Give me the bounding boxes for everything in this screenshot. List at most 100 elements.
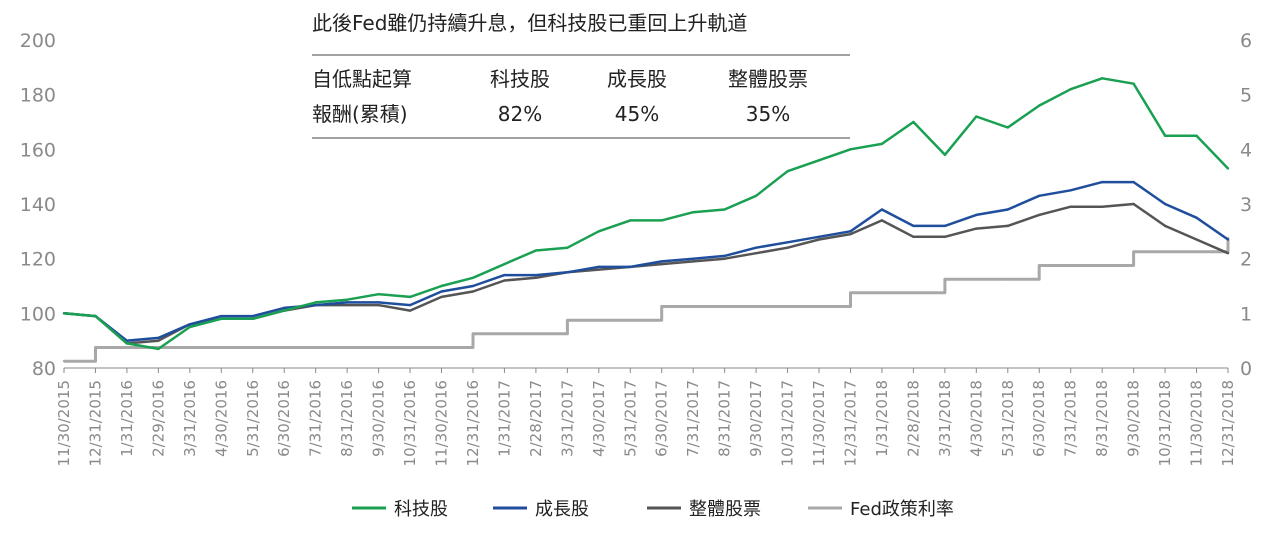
series-point-3	[660, 305, 663, 308]
series-point-3	[786, 305, 789, 308]
y-tick-label: 200	[20, 30, 56, 52]
x-axis: 11/30/2015 12/31/2015 1/31/2016 2/29/2016 3/…	[55, 367, 1237, 466]
x-tick-label: 8/31/2017	[716, 380, 734, 457]
series-point-0	[629, 219, 632, 222]
series-point-0	[1226, 167, 1230, 170]
x-tick-label: 1/31/2017	[495, 380, 513, 457]
x-tick-label: 8/31/2018	[1093, 380, 1111, 457]
x-tick-label: 11/30/2018	[1188, 380, 1206, 466]
series-point-1	[975, 213, 978, 217]
series-point-1	[157, 336, 160, 340]
series-point-2	[1195, 238, 1198, 241]
series-point-0	[188, 325, 192, 329]
y2-tick-label: 2	[1240, 249, 1252, 271]
x-tick-label: 10/31/2018	[1156, 380, 1174, 466]
series-point-1	[440, 290, 443, 293]
series-point-3	[377, 346, 380, 349]
y2-tick-label: 6	[1240, 30, 1252, 52]
series-point-3	[1132, 250, 1135, 254]
series-point-2	[1100, 205, 1104, 208]
series-point-1	[1132, 180, 1135, 184]
series-point-3	[754, 305, 758, 308]
x-tick-label: 2/28/2018	[904, 380, 922, 457]
x-tick-label: 8/31/2016	[338, 380, 356, 457]
annotation-value-growth: 45%	[615, 102, 659, 126]
series-point-3	[1006, 277, 1009, 281]
x-tick-label: 5/31/2018	[999, 380, 1017, 457]
x-tick-label: 7/31/2016	[307, 380, 325, 457]
series-point-0	[377, 293, 380, 296]
series-point-3	[283, 346, 286, 349]
series-point-3	[817, 305, 821, 308]
y-tick-label: 160	[20, 139, 56, 161]
series-point-3	[1038, 264, 1041, 267]
series-point-0	[62, 312, 66, 315]
series-point-1	[188, 323, 192, 326]
series-point-1	[1163, 202, 1167, 206]
series-point-2	[975, 227, 978, 230]
series-point-3	[723, 305, 726, 308]
series-point-0	[157, 347, 160, 351]
series-point-2	[157, 339, 160, 342]
right-y-axis: 0 1 2 3 4 5 6	[1240, 30, 1252, 380]
series-point-0	[220, 317, 223, 320]
x-tick-label: 10/31/2017	[779, 380, 797, 466]
y-tick-label: 180	[20, 85, 56, 107]
series-point-3	[975, 277, 978, 281]
series-point-0	[660, 219, 663, 222]
series-point-2	[345, 303, 349, 307]
annotation-value-overall: 35%	[746, 102, 790, 126]
series-point-0	[723, 208, 726, 211]
series-point-2	[1006, 224, 1009, 228]
series-point-0	[943, 153, 947, 156]
series-point-0	[440, 284, 443, 288]
series-point-0	[912, 120, 915, 124]
series-point-0	[471, 276, 475, 279]
annotation-header-tech: 科技股	[490, 67, 550, 91]
series-point-0	[1195, 134, 1198, 137]
series-point-1	[786, 241, 789, 244]
legend-label: Fed政策利率	[850, 499, 954, 520]
y-tick-label: 80	[32, 358, 56, 380]
series-point-2	[912, 235, 915, 238]
series-point-0	[1038, 104, 1041, 107]
series-point-1	[849, 230, 852, 233]
x-tick-label: 12/31/2018	[1219, 380, 1237, 466]
series-point-0	[975, 115, 978, 118]
annotation-row2-label: 報酬(累積)	[312, 102, 408, 126]
series-line-3	[64, 238, 1230, 363]
legend-label: 成長股	[535, 499, 589, 520]
series-point-0	[849, 148, 852, 151]
series-point-1	[566, 271, 569, 274]
series-point-3	[314, 346, 317, 349]
series-point-3	[220, 346, 223, 349]
legend-label: 科技股	[394, 499, 448, 520]
series-line-1	[63, 180, 1229, 342]
series-point-2	[1132, 202, 1135, 206]
series-point-0	[345, 298, 349, 301]
series-point-3	[534, 332, 538, 336]
left-y-axis: 80 100 120 140 160 180 200	[20, 30, 56, 380]
series-point-1	[471, 284, 475, 288]
x-tick-label: 4/30/2018	[967, 380, 985, 457]
series-point-1	[1100, 180, 1104, 184]
series-point-0	[1163, 134, 1167, 137]
series-point-1	[597, 265, 601, 269]
series-point-3	[94, 346, 97, 349]
x-tick-label: 7/31/2018	[1062, 380, 1080, 457]
series-point-2	[1226, 252, 1230, 255]
series-point-2	[503, 279, 506, 282]
series-point-2	[1038, 213, 1041, 217]
y2-tick-label: 4	[1240, 139, 1252, 161]
annotation-title: 此後Fed雖仍持續升息，但科技股已重回上升軌道	[312, 11, 747, 35]
legend: 科技股 成長股 整體股票 Fed政策利率	[352, 499, 954, 520]
series-line-0	[63, 77, 1229, 351]
series-point-0	[125, 342, 129, 345]
series-point-3	[1100, 264, 1104, 267]
series-point-0	[597, 230, 601, 233]
annotation-header-overall: 整體股票	[728, 67, 808, 91]
series-point-0	[314, 301, 317, 304]
series-point-1	[220, 314, 223, 318]
x-tick-label: 5/31/2016	[244, 380, 262, 457]
